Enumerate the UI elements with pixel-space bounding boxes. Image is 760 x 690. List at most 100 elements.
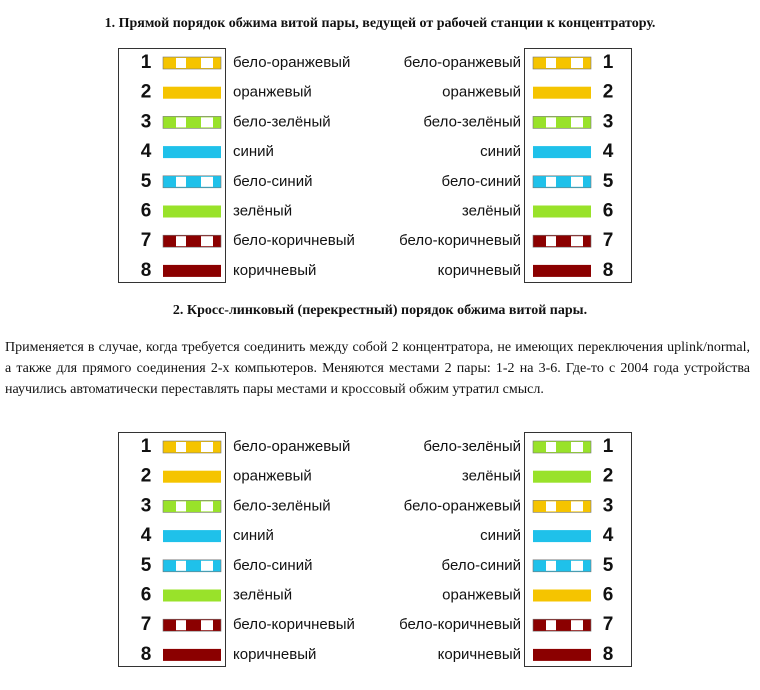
- wire-label: бело-синий: [233, 173, 312, 190]
- wire-label: бело-зелёный: [233, 113, 331, 130]
- pin-number: 3: [603, 495, 614, 516]
- wire-swatch: [533, 530, 591, 543]
- wire-swatch: [163, 146, 221, 159]
- wire-stripe: [571, 560, 583, 571]
- wire-stripe: [546, 620, 556, 631]
- wire-label: бело-коричневый: [233, 616, 355, 633]
- wire-stripe: [546, 442, 556, 452]
- wire-stripe: [571, 58, 583, 68]
- wire-label: бело-коричневый: [233, 232, 355, 249]
- wire-label: зелёный: [462, 202, 521, 219]
- wire-label: бело-оранжевый: [233, 438, 350, 455]
- wire-stripe: [176, 117, 186, 128]
- wire-swatch: [163, 470, 221, 483]
- wire-label: бело-оранжевый: [233, 54, 350, 71]
- wire-stripe: [201, 236, 213, 247]
- wire-stripe: [546, 501, 556, 512]
- wire-label: коричневый: [438, 262, 521, 279]
- wire-label: оранжевый: [442, 84, 521, 101]
- wire-label: синий: [233, 527, 274, 544]
- wire-stripe: [201, 117, 213, 128]
- wire-swatch: [533, 205, 591, 218]
- wire-label: бело-синий: [233, 557, 312, 574]
- pinout-diagram: 1 бело-оранжевый 2 оранжевый 3 бело-зелёный 4 с…: [118, 432, 632, 667]
- wire-label: бело-зелёный: [233, 497, 331, 514]
- pinout-diagram: 1 бело-оранжевый 2 оранжевый 3 бело-зелёный 4 с…: [118, 48, 632, 283]
- pin-number: 2: [141, 82, 152, 103]
- wire-stripe: [176, 176, 186, 187]
- wire-label: коричневый: [438, 646, 521, 663]
- pin-number: 7: [603, 614, 614, 635]
- wire-label: синий: [233, 143, 274, 160]
- pin-number: 1: [603, 436, 614, 457]
- connector-box: [118, 48, 226, 283]
- wire-label: синий: [480, 527, 521, 544]
- wire-label: бело-синий: [442, 557, 521, 574]
- wire-label: зелёный: [233, 202, 292, 219]
- pin-number: 8: [603, 260, 614, 281]
- wire-stripe: [571, 176, 583, 187]
- wire-label: коричневый: [233, 646, 316, 663]
- wire-stripe: [546, 236, 556, 247]
- pin-number: 6: [141, 585, 152, 606]
- wire-label: бело-синий: [442, 173, 521, 190]
- wire-stripe: [571, 501, 583, 512]
- pin-number: 2: [141, 466, 152, 487]
- wire-swatch: [163, 264, 221, 277]
- wire-label: коричневый: [233, 262, 316, 279]
- pin-number: 8: [141, 260, 152, 281]
- pin-number: 5: [603, 171, 614, 192]
- pin-number: 2: [603, 466, 614, 487]
- wire-label: бело-оранжевый: [404, 54, 521, 71]
- connector-box: [118, 432, 226, 667]
- pin-number: 4: [141, 141, 152, 162]
- heading: 2. Кросс-линковый (перекрестный) порядок…: [172, 303, 588, 318]
- wire-stripe: [201, 560, 213, 571]
- wire-label: синий: [480, 143, 521, 160]
- pin-number: 6: [603, 201, 614, 222]
- heading: 1. Прямой порядок обжима витой пары, вед…: [104, 16, 656, 31]
- connector-box: [524, 432, 632, 667]
- wire-stripe: [176, 58, 186, 68]
- wire-stripe: [201, 176, 213, 187]
- pin-number: 1: [141, 436, 152, 457]
- pin-number: 8: [141, 644, 152, 665]
- wire-stripe: [546, 560, 556, 571]
- pin-number: 7: [141, 230, 152, 251]
- wire-label: бело-коричневый: [399, 616, 521, 633]
- wire-label: оранжевый: [442, 586, 521, 603]
- wire-stripe: [571, 620, 583, 631]
- wire-swatch: [163, 530, 221, 543]
- wire-swatch: [163, 648, 221, 661]
- wire-stripe: [546, 176, 556, 187]
- wire-stripe: [176, 560, 186, 571]
- wire-stripe: [571, 442, 583, 452]
- pin-number: 3: [141, 495, 152, 516]
- pin-number: 4: [141, 525, 152, 546]
- wire-stripe: [546, 58, 556, 68]
- connector-box: [524, 48, 632, 283]
- wire-stripe: [176, 620, 186, 631]
- wire-stripe: [571, 117, 583, 128]
- wire-label: зелёный: [233, 586, 292, 603]
- pin-number: 1: [603, 52, 614, 73]
- pin-number: 3: [603, 111, 614, 132]
- pin-number: 8: [603, 644, 614, 665]
- wire-swatch: [533, 470, 591, 483]
- paragraph: Применяется в случае, когда требуется со…: [5, 340, 750, 397]
- pin-number: 5: [603, 555, 614, 576]
- wire-label: бело-оранжевый: [404, 497, 521, 514]
- wire-label: бело-зелёный: [423, 438, 521, 455]
- wire-stripe: [546, 117, 556, 128]
- wire-stripe: [201, 620, 213, 631]
- wire-stripe: [201, 442, 213, 452]
- pin-number: 5: [141, 555, 152, 576]
- wire-stripe: [201, 501, 213, 512]
- wire-label: оранжевый: [233, 468, 312, 485]
- pin-number: 4: [603, 141, 614, 162]
- wire-stripe: [176, 501, 186, 512]
- pin-number: 7: [603, 230, 614, 251]
- wire-stripe: [201, 58, 213, 68]
- wire-label: бело-коричневый: [399, 232, 521, 249]
